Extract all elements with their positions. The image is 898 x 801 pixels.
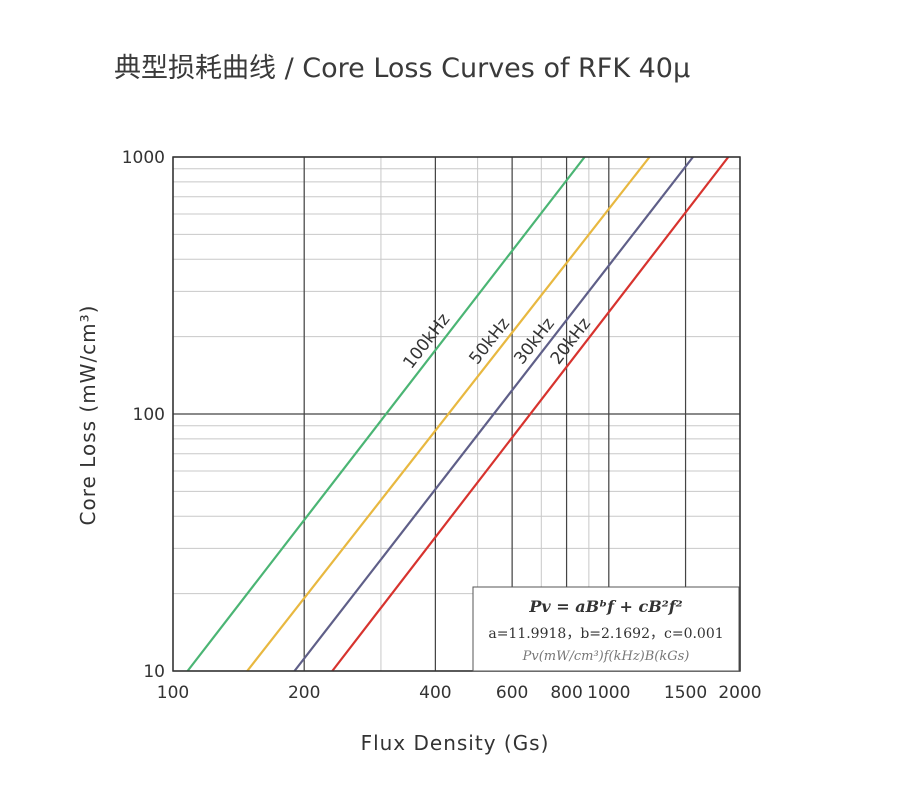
formula-line-2: a=11.9918，b=2.1692，c=0.001	[488, 626, 723, 642]
series-label-100kHz: 100kHz	[399, 310, 454, 373]
series-layer	[186, 156, 730, 672]
x-tick-label: 1000	[587, 683, 630, 703]
x-tick-label: 600	[496, 683, 528, 703]
series-line-100kHz	[186, 156, 586, 672]
y-tick-label: 1000	[122, 148, 165, 168]
formula-line-1: Pv = aBᵇf + cB²f²	[528, 597, 682, 616]
series-line-30kHz	[293, 156, 694, 672]
x-tick-label: 800	[550, 683, 582, 703]
y-tick-label: 100	[133, 405, 165, 425]
x-tick-label: 100	[157, 683, 189, 703]
chart-title: 典型损耗曲线 / Core Loss Curves of RFK 40μ	[114, 53, 691, 84]
x-axis-label: Flux Density (Gs)	[361, 731, 550, 755]
x-tick-label: 1500	[664, 683, 707, 703]
plot-frame	[172, 156, 741, 672]
y-axis-label: Core Loss (mW/cm³)	[76, 305, 100, 526]
x-tick-label: 2000	[718, 683, 761, 703]
series-line-20kHz	[331, 156, 730, 672]
x-tick-label: 200	[288, 683, 320, 703]
series-line-50kHz	[246, 156, 651, 672]
formula-line-3: Pv(mW/cm³)f(kHz)B(kGs)	[522, 649, 690, 664]
x-tick-label: 400	[419, 683, 451, 703]
y-tick-label: 10	[143, 662, 165, 682]
formula-box: Pv = aBᵇf + cB²f² a=11.9918，b=2.1692，c=0…	[472, 586, 740, 672]
